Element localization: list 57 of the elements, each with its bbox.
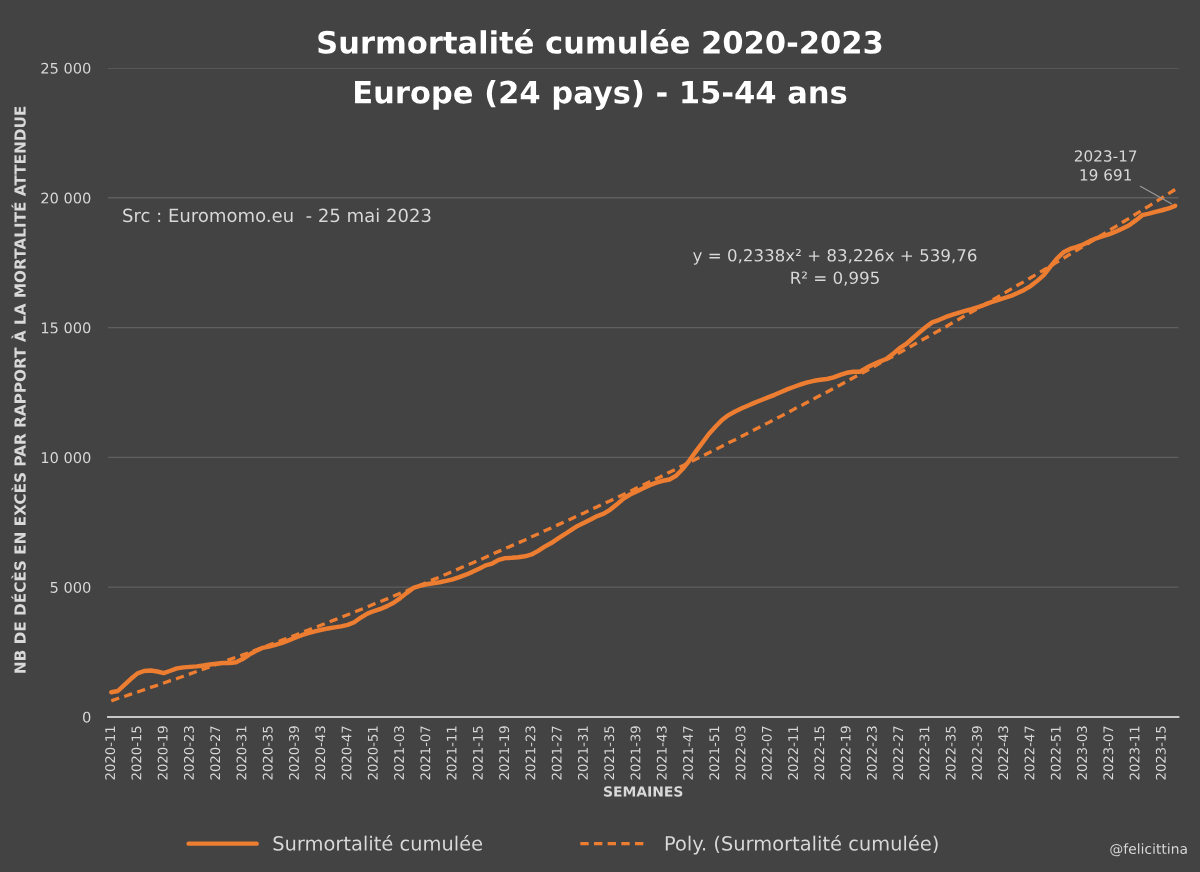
x-tick-label: 2023-03 xyxy=(1077,726,1088,780)
x-tick-label: 2022-15 xyxy=(814,726,825,780)
x-tick-label: 2020-51 xyxy=(367,726,378,780)
x-tick-label: 2023-15 xyxy=(1155,726,1166,780)
x-tick-label: 2021-51 xyxy=(709,726,720,780)
chart-title: Surmortalité cumulée 2020-2023 xyxy=(318,28,882,54)
x-tick-label: 2022-51 xyxy=(1050,726,1061,780)
x-tick-label: 2022-23 xyxy=(866,726,877,780)
x-tick-label: 2021-31 xyxy=(577,726,588,780)
x-tick-label: 2021-03 xyxy=(394,726,405,780)
legend-label: Poly. (Surmortalité cumulée) xyxy=(665,834,938,855)
legend-label: Surmortalité cumulée xyxy=(273,834,483,851)
y-tick-label: 15 000 xyxy=(41,322,91,334)
x-tick-label: 2020-11 xyxy=(105,726,116,780)
text: @felicittina xyxy=(1110,843,1187,857)
x-tick-label: 2022-47 xyxy=(1024,726,1035,780)
x-tick-label: 2020-19 xyxy=(157,726,168,780)
data-label: 2023-17 19 691 xyxy=(1074,150,1137,181)
x-tick-label: 2021-07 xyxy=(420,726,431,780)
x-tick-label: 2020-27 xyxy=(210,726,221,780)
x-tick-label: 2022-07 xyxy=(761,726,772,780)
x-tick-label: 2021-35 xyxy=(604,726,615,780)
x-tick-label: 2021-43 xyxy=(656,726,667,780)
x-tick-label: 2021-19 xyxy=(499,726,510,780)
x-axis-title: SEMAINES xyxy=(604,786,683,797)
x-tick-label: 2022-35 xyxy=(945,726,956,780)
x-tick-label: 2021-39 xyxy=(630,726,641,780)
y-tick-label: 10 000 xyxy=(41,452,91,464)
annotation: Src : Euromomo.eu - 25 mai 2023 xyxy=(123,208,431,223)
x-tick-label: 2022-39 xyxy=(971,726,982,780)
x-tick-label: 2023-07 xyxy=(1103,726,1114,780)
x-tick-label: 2022-43 xyxy=(998,726,1009,780)
x-tick-label: 2020-47 xyxy=(341,726,352,780)
x-tick-label: 2020-23 xyxy=(183,726,194,780)
x-tick-label: 2021-23 xyxy=(525,726,536,780)
x-tick-label: 2023-11 xyxy=(1129,726,1140,780)
y-tick-label: 20 000 xyxy=(41,192,91,204)
x-tick-label: 2020-39 xyxy=(289,726,299,780)
y-tick-label: 25 000 xyxy=(41,62,91,74)
x-tick-label: 2020-31 xyxy=(236,726,247,780)
x-tick-label: 2021-15 xyxy=(472,726,483,780)
x-tick-label: 2020-35 xyxy=(262,726,273,780)
y-tick-label: 5 000 xyxy=(50,581,91,593)
x-tick-label: 2022-11 xyxy=(788,726,799,780)
x-tick-label: 2022-19 xyxy=(840,726,851,780)
annotation: y = 0,2338x² + 83,226x + 539,76 R² = 0,995 xyxy=(693,249,977,286)
x-tick-label: 2022-03 xyxy=(735,726,746,780)
x-tick-label: 2020-15 xyxy=(131,726,142,780)
y-tick-label: 0 xyxy=(83,711,91,723)
x-tick-label: 2022-31 xyxy=(919,726,930,780)
x-tick-label: 2022-27 xyxy=(893,726,904,780)
x-tick-label: 2021-11 xyxy=(446,726,457,780)
x-tick-label: 2020-43 xyxy=(315,726,326,780)
x-tick-label: 2021-47 xyxy=(683,726,693,780)
y-axis-title: NB DE DÉCÈS EN EXCÈS PAR RAPPORT À LA MORTALITÉ ATTENDUE xyxy=(11,106,26,673)
chart-subtitle: Europe (24 pays) - 15-44 ans xyxy=(355,80,847,110)
x-tick-label: 2021-27 xyxy=(551,726,562,780)
